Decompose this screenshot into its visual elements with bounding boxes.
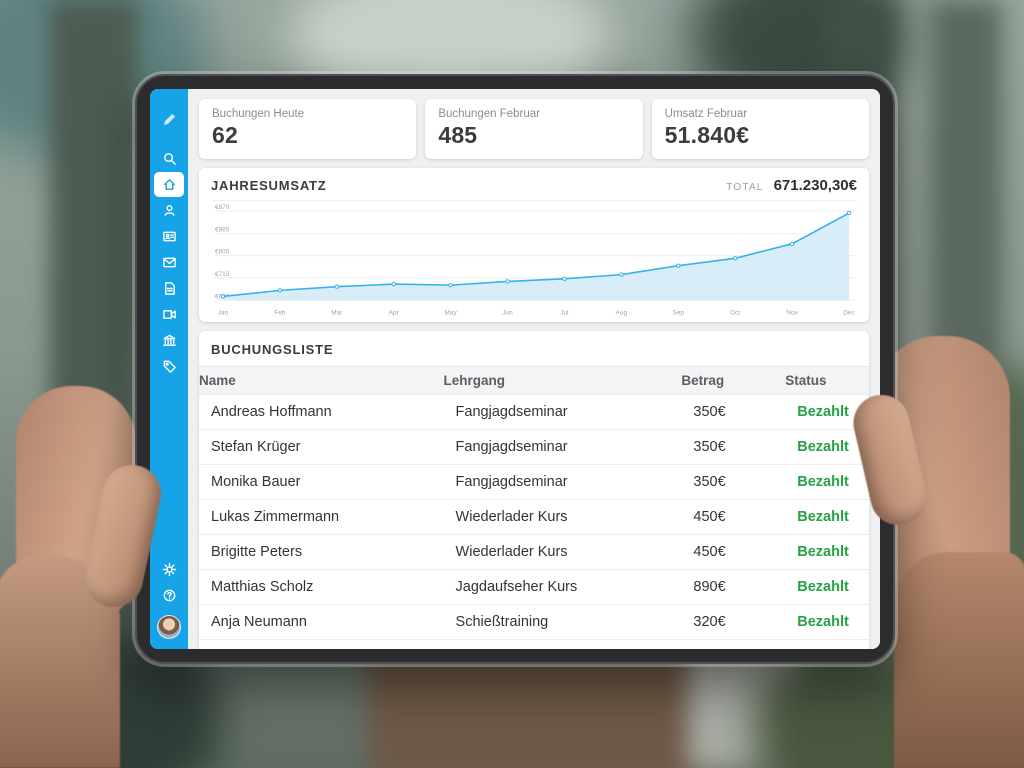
cell-status: Bezahlt <box>797 614 849 631</box>
cell-status: Bezahlt <box>797 544 849 561</box>
total-value: 671.230,30€ <box>773 177 857 194</box>
total-label: TOTAL <box>726 182 764 193</box>
stat-cards-row: Buchungen Heute 62 Buchungen Februar 485… <box>199 99 869 159</box>
bookings-title: BUCHUNGSLISTE <box>211 342 334 358</box>
svg-text:Jan: Jan <box>218 309 229 316</box>
user-icon[interactable] <box>154 198 184 223</box>
table-row[interactable]: Andreas Hoffmann Fangjagdseminar 350€ Be… <box>199 395 869 431</box>
svg-text:€970: €970 <box>215 204 230 211</box>
cell-course: Wiederlader Kurs <box>455 509 568 526</box>
dashboard-main: Buchungen Heute 62 Buchungen Februar 485… <box>188 89 880 649</box>
cell-course: Fangjagdseminar <box>455 474 568 491</box>
annual-revenue-card: JAHRESUMSATZ TOTAL 671.230,30€ €630€715€… <box>199 168 869 323</box>
column-header-status: Status <box>785 373 827 389</box>
cell-name: Lukas Zimmermann <box>211 509 340 526</box>
app-screen: Buchungen Heute 62 Buchungen Februar 485… <box>150 89 880 649</box>
revenue-chart: €630€715€800€885€970JanFebMarAprMayJunJu… <box>215 204 856 316</box>
cell-course: Fangjagdseminar <box>455 439 568 456</box>
contacts-icon[interactable] <box>154 224 184 249</box>
svg-text:Jun: Jun <box>502 309 513 316</box>
sidebar-nav <box>150 89 188 649</box>
cell-course: Schießtraining <box>455 614 549 631</box>
chart-total: TOTAL 671.230,30€ <box>726 177 857 194</box>
avatar[interactable] <box>157 615 181 639</box>
bookings-card: BUCHUNGSLISTE Name Lehrgang Betrag Statu… <box>199 331 869 649</box>
cell-amount: 320€ <box>693 614 726 631</box>
cell-course: Jagdaufseher Kurs <box>455 579 578 596</box>
stat-label: Umsatz Februar <box>664 108 748 120</box>
svg-text:May: May <box>445 309 458 316</box>
stat-card-bookings-today: Buchungen Heute 62 <box>199 99 417 159</box>
stat-value: 62 <box>212 122 238 148</box>
background-bench <box>368 646 713 768</box>
stat-card-revenue-month: Umsatz Februar 51.840€ <box>651 99 869 159</box>
stat-label: Buchungen Februar <box>438 108 540 120</box>
svg-text:Mar: Mar <box>331 309 343 316</box>
sidebar-bottom <box>154 557 184 649</box>
svg-text:Aug: Aug <box>616 309 628 316</box>
chart-header: JAHRESUMSATZ TOTAL 671.230,30€ <box>211 177 857 201</box>
bank-icon[interactable] <box>154 328 184 353</box>
stat-label: Buchungen Heute <box>212 108 305 120</box>
mail-icon[interactable] <box>154 250 184 275</box>
cell-course: Fangjagdseminar <box>455 404 568 421</box>
cell-amount: 350€ <box>693 439 726 456</box>
table-header-row: Name Lehrgang Betrag Status <box>199 366 869 396</box>
stat-value: 51.840€ <box>664 122 750 148</box>
tablet-device: Buchungen Heute 62 Buchungen Februar 485… <box>135 74 895 664</box>
svg-text:Apr: Apr <box>389 309 400 316</box>
table-row[interactable]: Monika Bauer Fangjagdseminar 350€ Bezahl… <box>199 465 869 501</box>
table-row[interactable]: Lukas Zimmermann Wiederlader Kurs 450€ B… <box>199 500 869 536</box>
svg-text:Oct: Oct <box>730 309 740 316</box>
home-icon[interactable] <box>154 172 184 197</box>
stat-value: 485 <box>438 122 478 148</box>
column-header-amount: Betrag <box>681 373 725 389</box>
cell-status: Bezahlt <box>797 509 849 526</box>
chart-title: JAHRESUMSATZ <box>211 178 327 193</box>
search-icon[interactable] <box>154 146 184 171</box>
cell-status: Bezahlt <box>797 474 849 491</box>
svg-text:€885: €885 <box>215 226 230 233</box>
cell-amount: 350€ <box>693 474 726 491</box>
video-icon[interactable] <box>154 302 184 327</box>
stat-card-bookings-month: Buchungen Februar 485 <box>425 99 643 159</box>
svg-text:€800: €800 <box>215 249 230 256</box>
cell-status: Bezahlt <box>797 579 849 596</box>
cell-name: Monika Bauer <box>211 474 301 491</box>
column-header-name: Name <box>199 373 236 389</box>
document-icon[interactable] <box>154 276 184 301</box>
help-icon[interactable] <box>154 583 184 608</box>
cell-name: Andreas Hoffmann <box>211 404 332 421</box>
cell-name: Brigitte Peters <box>211 544 303 561</box>
cell-amount: 890€ <box>693 579 726 596</box>
table-row[interactable]: Brigitte Peters Wiederlader Kurs 450€ Be… <box>199 535 869 571</box>
svg-text:Dec: Dec <box>843 309 855 316</box>
cell-status: Bezahlt <box>797 439 849 456</box>
svg-text:Nov: Nov <box>786 309 798 316</box>
column-header-course: Lehrgang <box>443 373 506 389</box>
cell-name: Anja Neumann <box>211 614 307 631</box>
right-forearm <box>894 552 1024 768</box>
cell-status: Bezahlt <box>797 404 849 421</box>
svg-text:€715: €715 <box>215 271 230 278</box>
cell-amount: 350€ <box>693 404 726 421</box>
cell-amount: 450€ <box>693 544 726 561</box>
cell-name: Stefan Krüger <box>211 439 301 456</box>
tag-icon[interactable] <box>154 354 184 379</box>
cell-amount: 450€ <box>693 509 726 526</box>
cell-name: Matthias Scholz <box>211 579 314 596</box>
gear-icon[interactable] <box>154 557 184 582</box>
table-row[interactable]: Matthias Scholz Jagdaufseher Kurs 890€ B… <box>199 570 869 606</box>
svg-text:Feb: Feb <box>274 309 286 316</box>
svg-text:Jul: Jul <box>560 309 568 316</box>
svg-text:Sep: Sep <box>673 309 685 316</box>
pen-icon[interactable] <box>154 107 184 132</box>
table-row[interactable]: Anja Neumann Schießtraining 320€ Bezahlt <box>199 605 869 641</box>
cell-course: Wiederlader Kurs <box>455 544 568 561</box>
table-row[interactable]: Stefan Krüger Fangjagdseminar 350€ Bezah… <box>199 430 869 466</box>
